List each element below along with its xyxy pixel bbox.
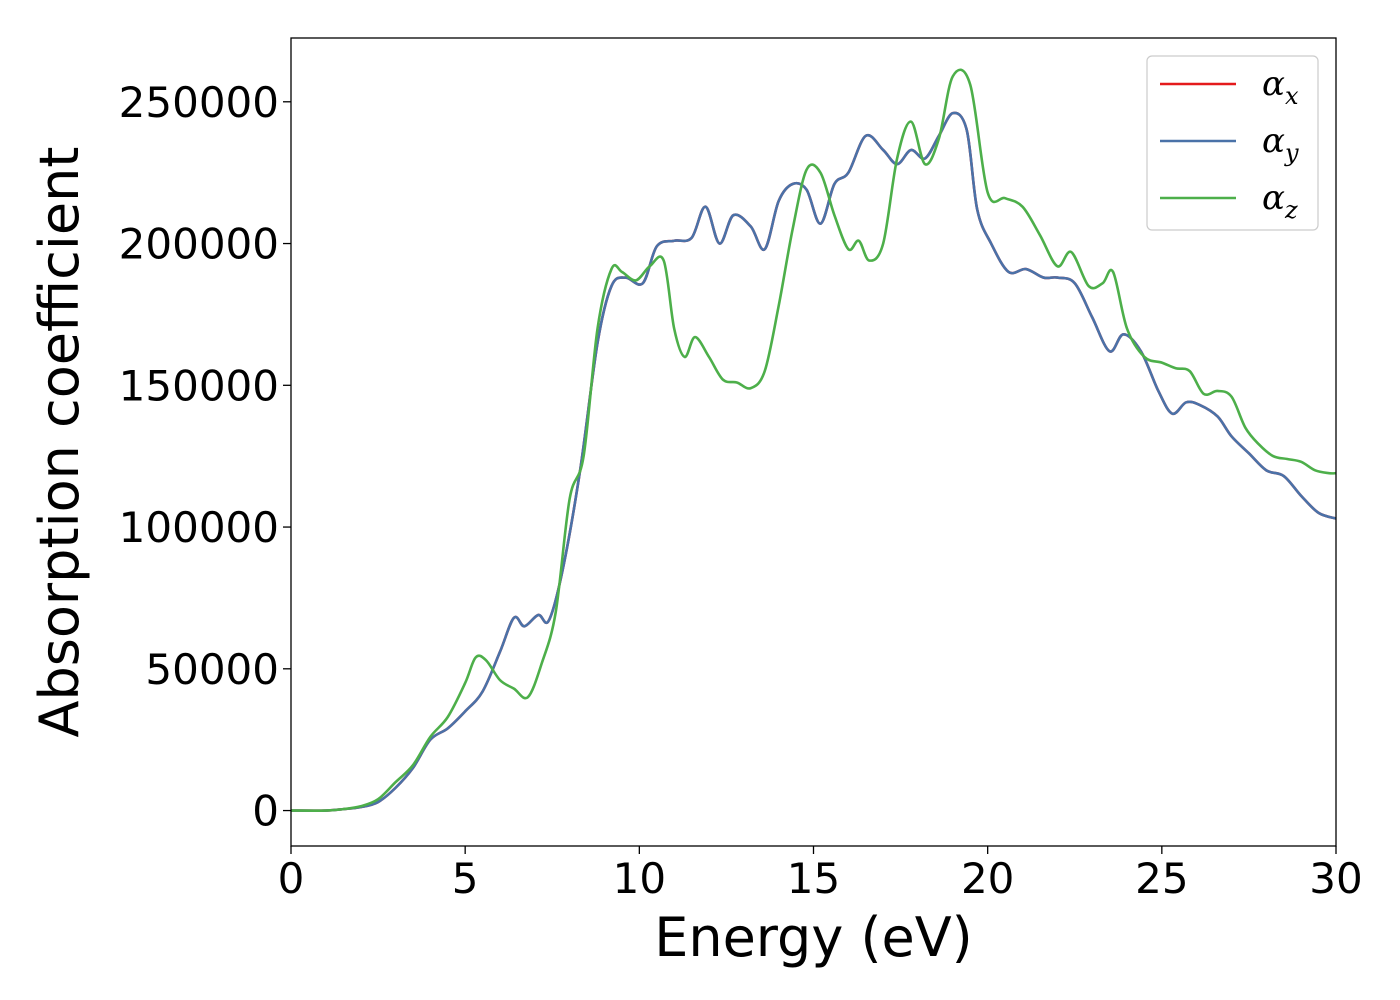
series-line-z <box>291 68 1336 812</box>
x-tick-label: 0 <box>278 854 305 903</box>
legend-label-y: αy <box>1262 121 1299 167</box>
x-tick-label: 5 <box>452 854 479 903</box>
legend-symbol: α <box>1262 178 1285 218</box>
legend-subscript: y <box>1284 139 1299 167</box>
x-axis-label: Energy (eV) <box>654 906 973 969</box>
y-tick-label: 0 <box>252 787 279 836</box>
legend-symbol: α <box>1262 64 1285 104</box>
y-tick-label: 150000 <box>119 361 279 410</box>
x-tick-label: 15 <box>787 854 840 903</box>
x-axis: 0 5 10 15 20 25 30 <box>278 846 1363 903</box>
y-axis-label: Absorption coefficient <box>28 147 91 738</box>
series-layer <box>291 68 1336 812</box>
x-tick-label: 10 <box>613 854 666 903</box>
legend-label-z: αz <box>1262 178 1298 224</box>
y-tick-label: 50000 <box>145 645 279 694</box>
legend-subscript: x <box>1285 82 1299 110</box>
y-tick-label: 100000 <box>119 503 279 552</box>
legend-box <box>1146 55 1319 231</box>
x-tick-label: 30 <box>1309 854 1362 903</box>
legend-symbol: α <box>1262 121 1285 161</box>
x-tick-label: 20 <box>961 854 1014 903</box>
x-tick-label: 25 <box>1135 854 1188 903</box>
y-tick-label: 200000 <box>119 220 279 269</box>
y-tick-label: 250000 <box>119 78 279 127</box>
y-axis: 0 50000 100000 150000 200000 250000 <box>119 78 291 836</box>
legend-subscript: z <box>1284 196 1298 224</box>
series-line-y <box>291 111 1336 812</box>
legend-label-x: αx <box>1262 64 1299 110</box>
